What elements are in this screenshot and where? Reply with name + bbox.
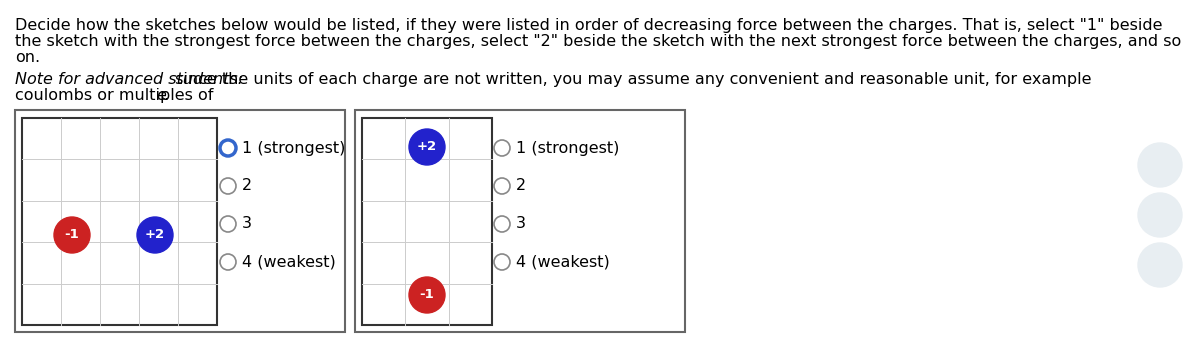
Text: +2: +2 xyxy=(416,140,437,154)
Text: 4 (weakest): 4 (weakest) xyxy=(516,255,610,270)
Circle shape xyxy=(409,277,445,313)
Text: +2: +2 xyxy=(145,228,166,242)
Bar xyxy=(362,118,492,325)
Text: 3: 3 xyxy=(516,217,526,231)
Text: on.: on. xyxy=(14,50,40,65)
Text: -1: -1 xyxy=(65,228,79,242)
Bar xyxy=(355,110,685,332)
Circle shape xyxy=(220,140,236,156)
Circle shape xyxy=(220,254,236,270)
Circle shape xyxy=(1138,243,1182,287)
Text: 4 (weakest): 4 (weakest) xyxy=(242,255,336,270)
Bar xyxy=(14,110,346,332)
Text: the sketch with the strongest force between the charges, select "2" beside the s: the sketch with the strongest force betw… xyxy=(14,34,1181,49)
Circle shape xyxy=(494,140,510,156)
Circle shape xyxy=(494,216,510,232)
Text: 1 (strongest): 1 (strongest) xyxy=(242,140,346,155)
Circle shape xyxy=(494,178,510,194)
Circle shape xyxy=(220,216,236,232)
Text: 2: 2 xyxy=(516,179,526,193)
Text: e: e xyxy=(156,88,166,103)
Text: 3: 3 xyxy=(242,217,252,231)
Text: coulombs or multiples of: coulombs or multiples of xyxy=(14,88,218,103)
Circle shape xyxy=(137,217,173,253)
Text: .: . xyxy=(163,88,168,103)
Circle shape xyxy=(494,254,510,270)
Text: since the units of each charge are not written, you may assume any convenient an: since the units of each charge are not w… xyxy=(170,72,1092,87)
Circle shape xyxy=(1138,143,1182,187)
Circle shape xyxy=(409,129,445,165)
Text: Note for advanced students:: Note for advanced students: xyxy=(14,72,244,87)
Text: 1 (strongest): 1 (strongest) xyxy=(516,140,619,155)
Bar xyxy=(22,118,217,325)
Circle shape xyxy=(1138,193,1182,237)
Text: Decide how the sketches below would be listed, if they were listed in order of d: Decide how the sketches below would be l… xyxy=(14,18,1163,33)
Text: -1: -1 xyxy=(420,289,434,301)
Circle shape xyxy=(220,178,236,194)
Circle shape xyxy=(54,217,90,253)
Text: 2: 2 xyxy=(242,179,252,193)
